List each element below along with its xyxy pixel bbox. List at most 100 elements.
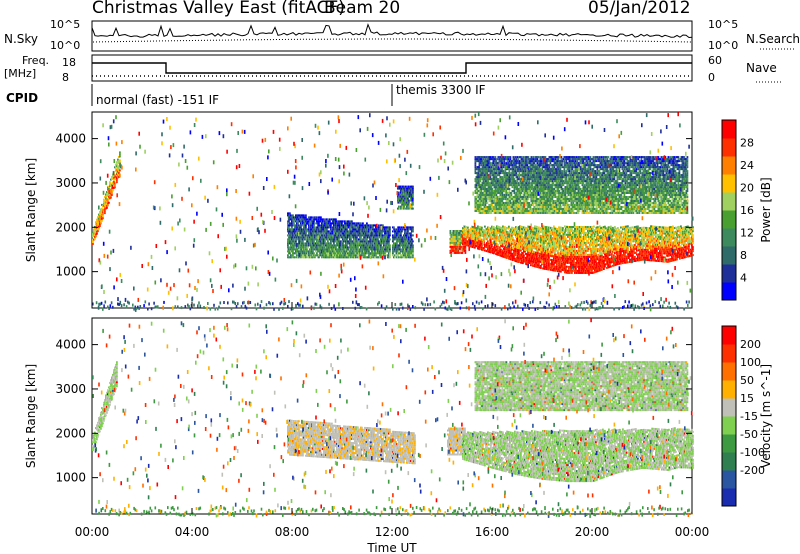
- data-cell: [519, 239, 521, 242]
- data-cell: [104, 210, 106, 213]
- data-cell: [355, 246, 357, 249]
- data-cell: [555, 255, 557, 258]
- data-cell: [563, 247, 565, 250]
- data-cell: [563, 249, 565, 252]
- data-cell: [453, 235, 456, 238]
- data-cell: [622, 228, 624, 231]
- data-cell: [634, 244, 636, 246]
- data-cell: [494, 250, 496, 253]
- data-cell: [623, 246, 625, 248]
- data-cell: [509, 255, 511, 258]
- data-cell: [550, 244, 552, 247]
- data-cell: [383, 252, 385, 255]
- data-cell: [603, 234, 605, 236]
- data-cell: [95, 235, 97, 238]
- data-cell: [543, 237, 545, 240]
- data-cell: [482, 248, 484, 251]
- data-cell: [596, 256, 598, 259]
- data-cell: [483, 247, 485, 250]
- data-cell: [609, 261, 611, 264]
- data-cell: [409, 240, 411, 243]
- data-cell: [336, 256, 338, 259]
- data-cell: [479, 230, 481, 233]
- data-cell: [398, 197, 400, 200]
- data-cell: [589, 226, 591, 228]
- data-cell: [570, 245, 572, 248]
- data-cell: [307, 256, 309, 259]
- data-cell: [375, 256, 377, 259]
- data-cell: [575, 237, 577, 240]
- data-cell: [339, 256, 341, 259]
- data-cell: [588, 228, 590, 230]
- data-cell: [315, 244, 317, 247]
- data-cell: [337, 228, 339, 231]
- data-cell: [340, 246, 342, 249]
- data-cell: [94, 237, 96, 240]
- data-cell: [568, 235, 570, 238]
- data-cell: [319, 238, 321, 241]
- data-cell: [314, 230, 316, 233]
- data-cell: [602, 244, 604, 247]
- data-cell: [537, 238, 539, 241]
- data-cell: [289, 250, 291, 253]
- data-cell: [592, 243, 594, 246]
- data-cell: [343, 238, 345, 241]
- data-cell: [357, 224, 359, 227]
- data-cell: [392, 250, 394, 253]
- data-cell: [594, 251, 596, 254]
- data-cell: [467, 240, 469, 243]
- data-cell: [495, 241, 497, 243]
- data-cell: [373, 238, 375, 241]
- data-cell: [595, 234, 597, 237]
- data-cell: [472, 234, 474, 236]
- data-cell: [539, 244, 541, 247]
- data-cell: [107, 190, 109, 193]
- data-cell: [385, 246, 387, 249]
- data-cell: [623, 236, 625, 238]
- data-cell: [408, 187, 410, 190]
- data-cell: [311, 232, 313, 235]
- data-cell: [305, 230, 307, 233]
- data-cell: [533, 241, 535, 244]
- data-cell: [405, 236, 407, 239]
- data-cell: [561, 264, 563, 267]
- data-cell: [545, 242, 547, 244]
- data-cell: [529, 254, 531, 256]
- data-cell: [507, 237, 509, 240]
- data-cell: [522, 226, 524, 229]
- data-cell: [389, 252, 391, 255]
- data-cell: [305, 234, 307, 237]
- data-cell: [376, 238, 378, 241]
- data-cell: [294, 236, 296, 239]
- data-cell: [611, 243, 613, 246]
- data-cell: [338, 250, 340, 253]
- data-cell: [626, 247, 628, 250]
- data-cell: [537, 254, 539, 257]
- data-cell: [543, 253, 545, 256]
- data-cell: [627, 231, 629, 234]
- data-cell: [571, 259, 573, 262]
- data-cell: [360, 240, 362, 243]
- data-cell: [555, 257, 557, 260]
- data-cell: [597, 248, 599, 251]
- data-cell: [350, 222, 352, 225]
- data-cell: [582, 228, 584, 230]
- data-cell: [624, 253, 626, 256]
- data-cell: [580, 247, 582, 250]
- data-cell: [633, 232, 635, 235]
- data-cell: [410, 191, 412, 194]
- data-cell: [354, 232, 356, 235]
- data-cell: [106, 204, 108, 207]
- data-cell: [476, 229, 478, 232]
- data-cell: [570, 228, 572, 230]
- data-cell: [531, 232, 533, 235]
- data-cell: [406, 254, 408, 257]
- data-cell: [525, 248, 527, 251]
- data-cell: [377, 242, 379, 245]
- data-cell: [505, 252, 507, 255]
- data-cell: [523, 250, 525, 253]
- data-cell: [633, 246, 635, 249]
- data-cell: [375, 246, 377, 249]
- data-cell: [570, 235, 572, 238]
- data-cell: [496, 253, 498, 256]
